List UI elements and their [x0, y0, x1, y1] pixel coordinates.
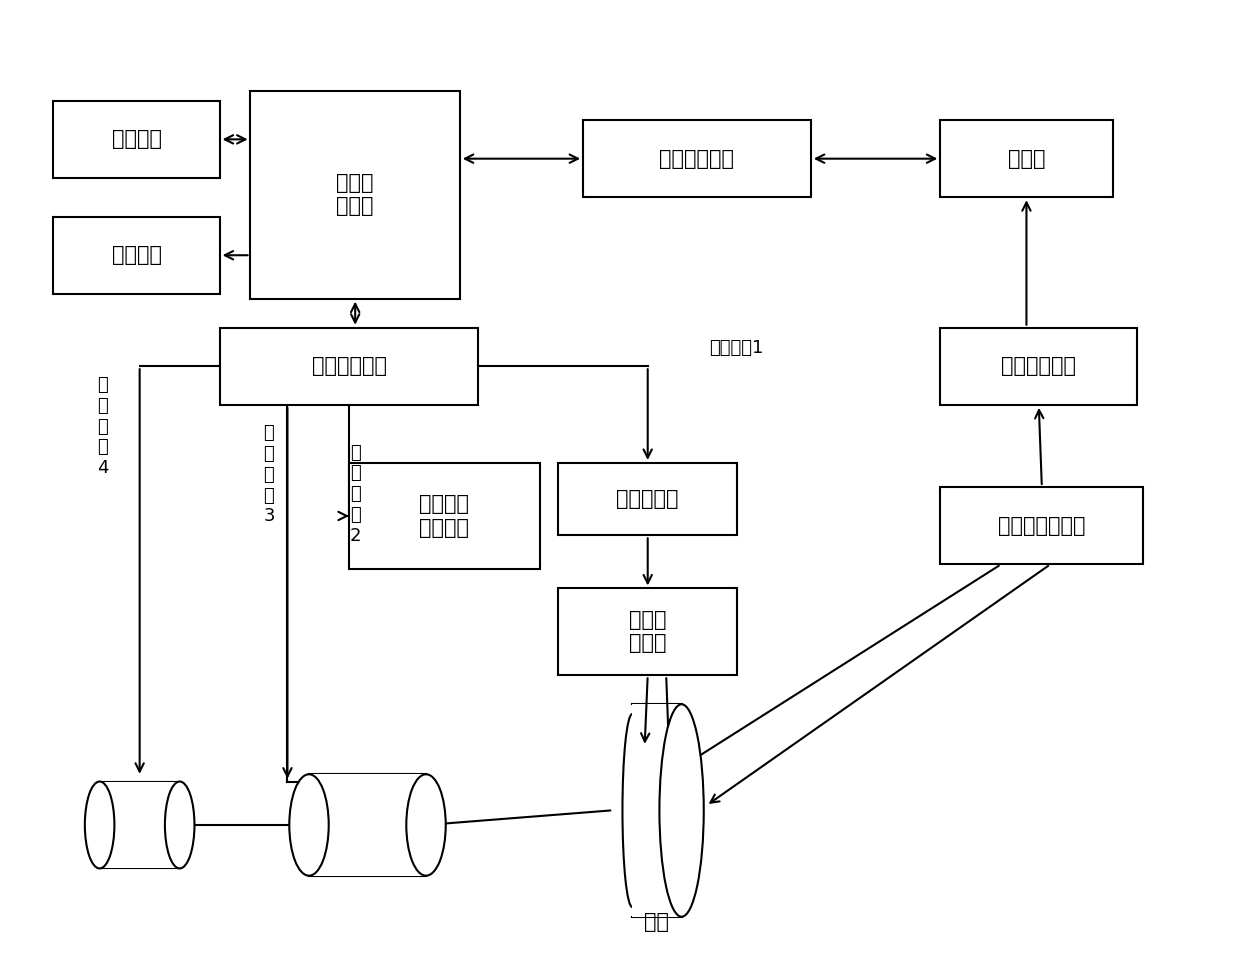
Text: 微处理
器模块: 微处理 器模块 — [336, 173, 374, 216]
Bar — [53, 216, 219, 294]
Text: 砂轮: 砂轮 — [645, 912, 670, 932]
Bar — [583, 120, 811, 198]
Bar — [940, 327, 1137, 405]
Bar — [632, 704, 682, 917]
Ellipse shape — [165, 781, 195, 869]
Text: 控制信号1: 控制信号1 — [709, 339, 764, 356]
Text: 计算机: 计算机 — [1008, 149, 1045, 169]
Text: 信号采集电路: 信号采集电路 — [1001, 356, 1076, 376]
Text: 控
制
信
号
4: 控 制 信 号 4 — [97, 376, 108, 477]
Bar — [940, 487, 1143, 564]
Text: 控
制
信
号
3: 控 制 信 号 3 — [263, 425, 275, 525]
Text: 串口通信模块: 串口通信模块 — [311, 356, 387, 376]
Ellipse shape — [84, 781, 114, 869]
Text: 串口通信模块: 串口通信模块 — [660, 149, 734, 169]
Bar — [99, 781, 180, 869]
Text: 数控磨床
进给系统: 数控磨床 进给系统 — [419, 495, 470, 538]
Bar — [348, 463, 539, 569]
Bar — [309, 774, 427, 876]
Bar — [558, 588, 737, 675]
Ellipse shape — [660, 704, 704, 917]
Text: 液晶显示: 液晶显示 — [112, 245, 161, 265]
Ellipse shape — [407, 774, 445, 876]
Ellipse shape — [289, 774, 329, 876]
Text: 存储模块: 存储模块 — [112, 130, 161, 149]
Bar — [250, 92, 460, 299]
Ellipse shape — [622, 714, 642, 907]
Bar — [558, 463, 737, 536]
Bar — [219, 327, 479, 405]
Text: 光路传
输机构: 光路传 输机构 — [629, 611, 666, 654]
Bar — [53, 100, 219, 178]
Text: 激光位移传感器: 激光位移传感器 — [998, 515, 1085, 536]
Bar — [940, 120, 1112, 198]
Text: 光纤激光器: 光纤激光器 — [616, 489, 680, 509]
Text: 控
制
信
号
2: 控 制 信 号 2 — [350, 443, 361, 544]
